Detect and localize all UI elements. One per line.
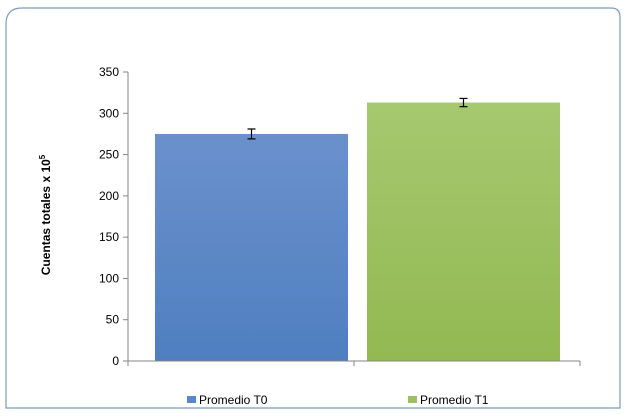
- y-axis-title-text: Cuentas totales x 10: [39, 159, 53, 275]
- bar-promedio-t0: [155, 133, 348, 361]
- error-bars: [247, 97, 468, 140]
- legend-swatch-t1: [408, 396, 417, 403]
- legend-label-t0: Promedio T0: [199, 393, 268, 407]
- y-axis-title-superscript: 5: [38, 154, 47, 159]
- bar-promedio-t1: [367, 102, 560, 362]
- legend: Promedio T0 Promedio T1: [187, 393, 489, 407]
- error-bar-1: [459, 97, 468, 108]
- bars: [155, 102, 560, 362]
- error-bar-0: [247, 128, 256, 140]
- y-tick-label-200: 200: [99, 189, 119, 203]
- y-tick-label-250: 250: [99, 148, 119, 162]
- y-tick-label-300: 300: [99, 106, 119, 120]
- y-axis-title: Cuentas totales x 105: [38, 154, 53, 275]
- y-tick-label-150: 150: [99, 230, 119, 244]
- legend-swatch-t0: [187, 396, 196, 403]
- y-tick-label-350: 350: [99, 65, 119, 79]
- y-tick-label-0: 0: [112, 354, 119, 368]
- y-tick-label-100: 100: [99, 271, 119, 285]
- y-axis-ticks: 0 50 100 150 200 250 300 350: [99, 65, 128, 368]
- legend-label-t1: Promedio T1: [420, 393, 489, 407]
- y-tick-label-50: 50: [106, 313, 120, 327]
